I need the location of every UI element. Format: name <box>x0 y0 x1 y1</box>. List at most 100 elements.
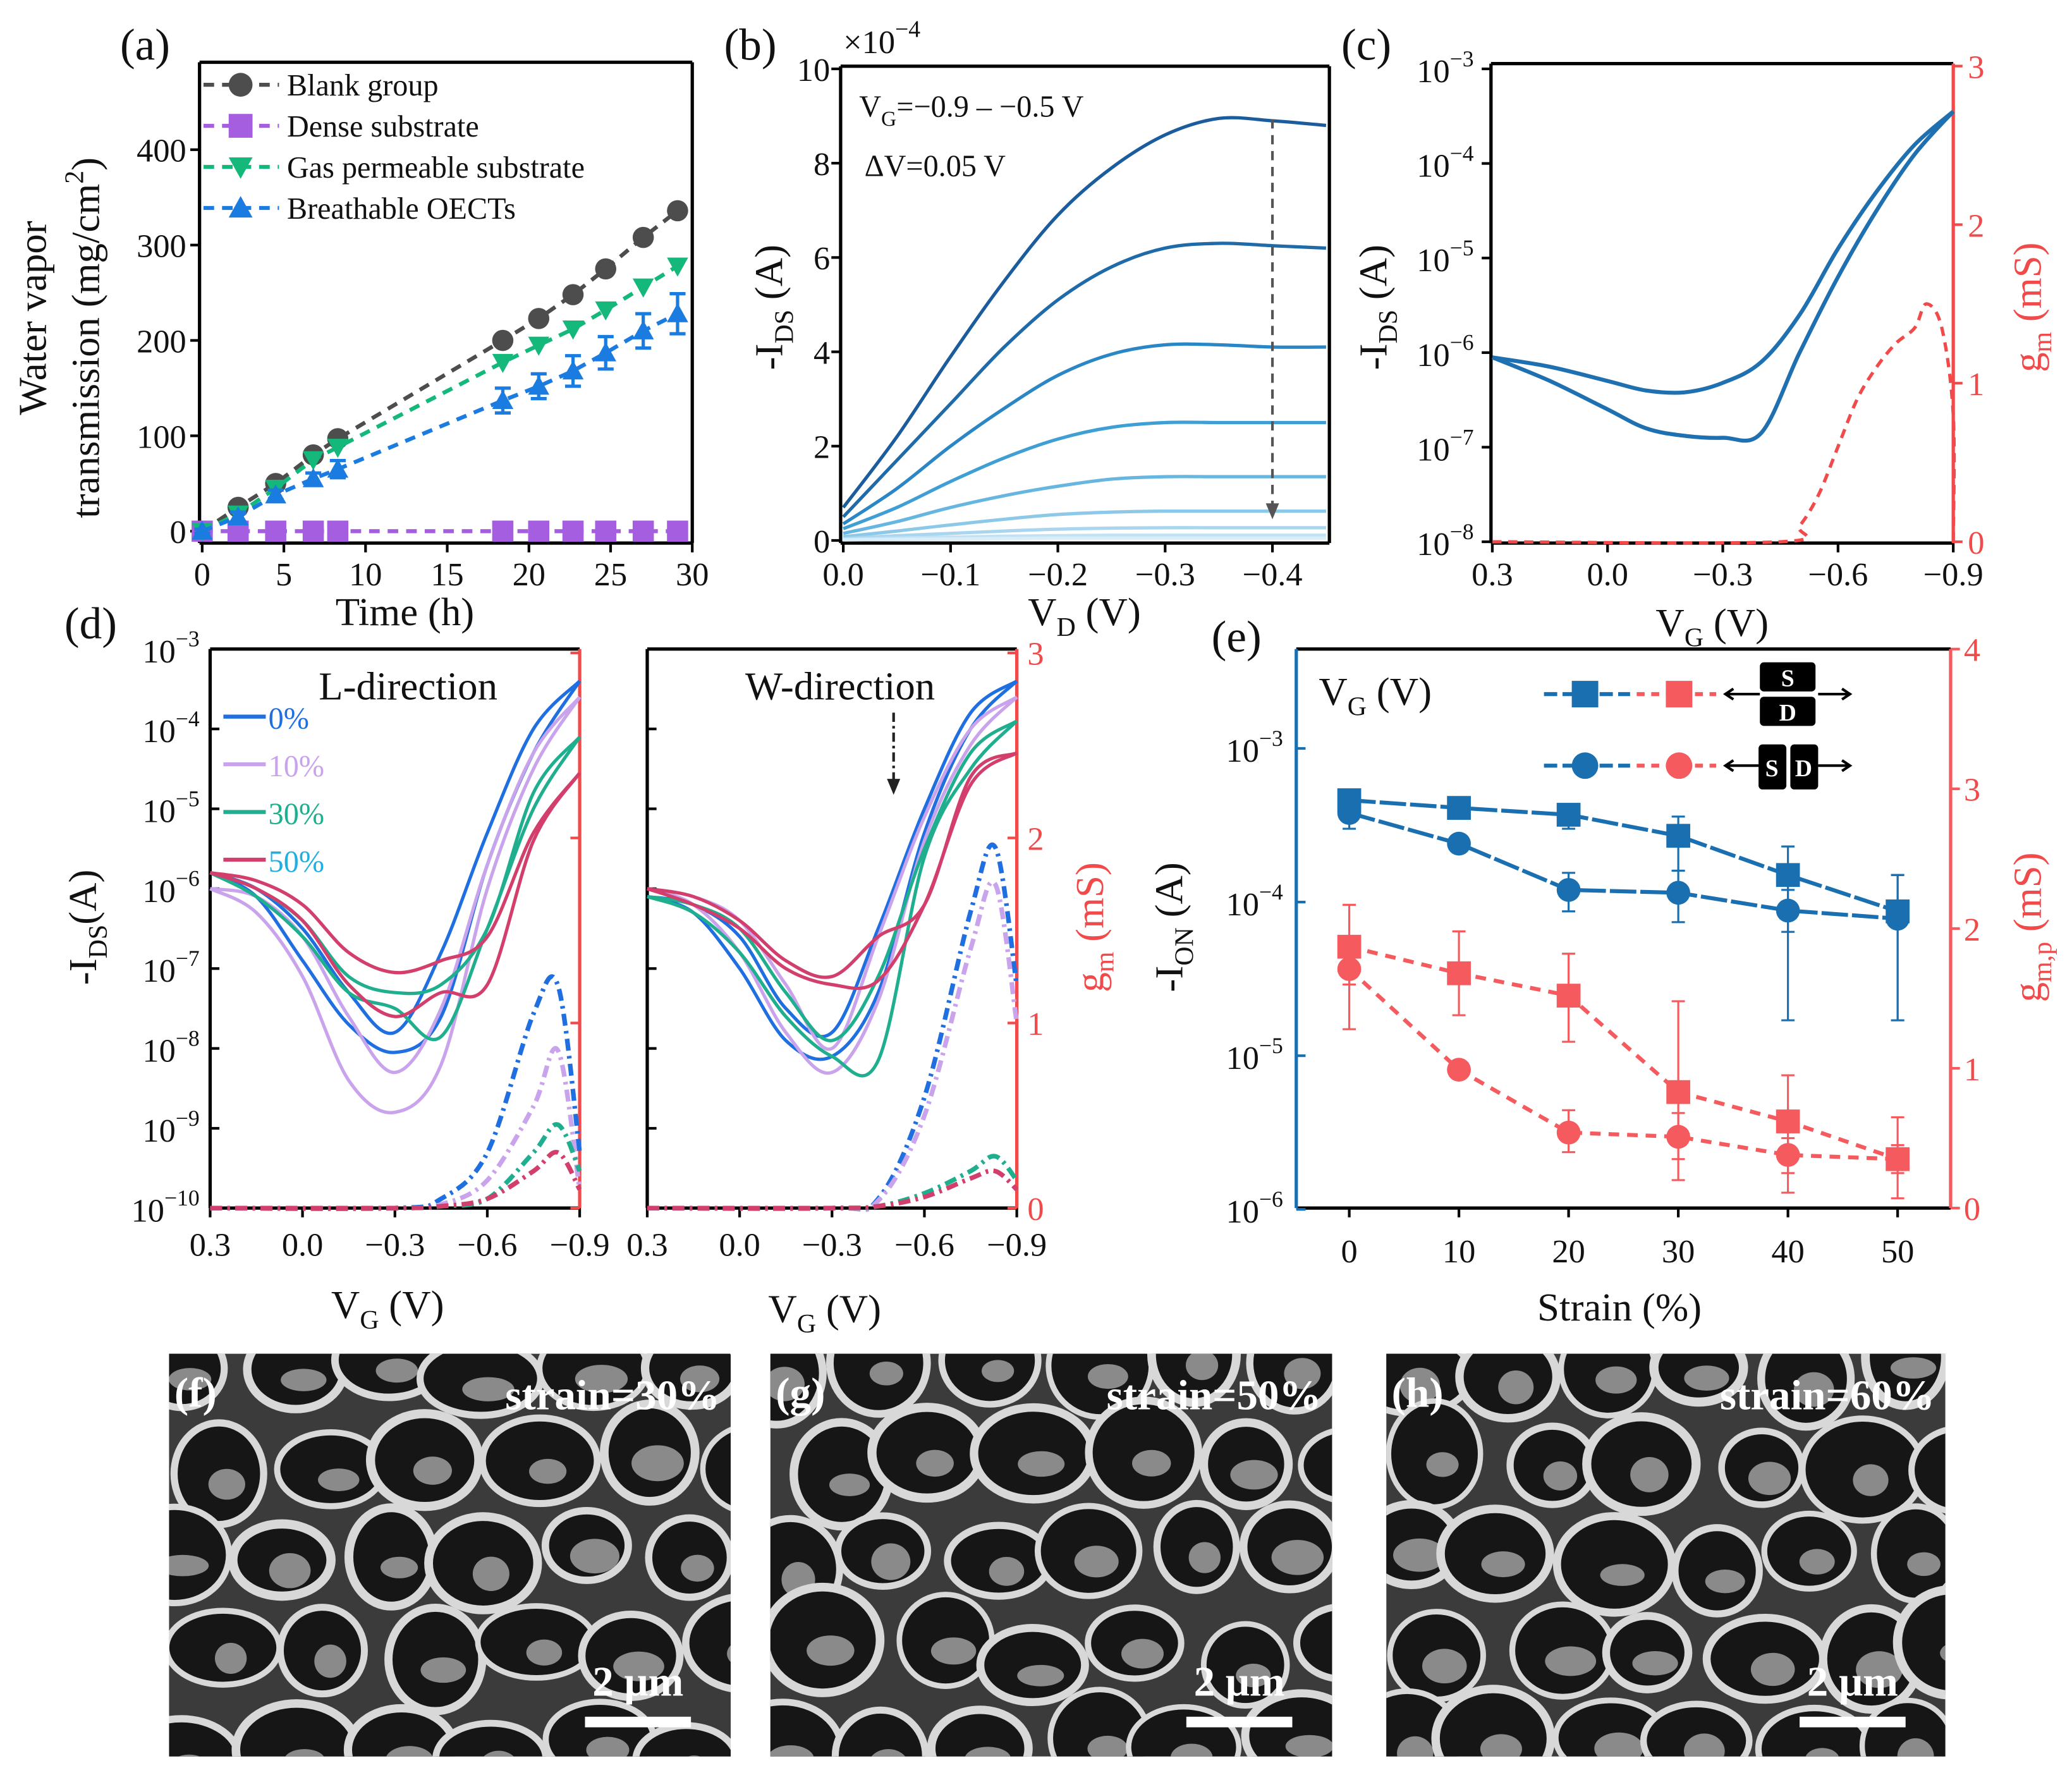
tick-label-base: 10 <box>142 873 175 910</box>
y-axis-title-sup: 2 <box>60 171 89 184</box>
series-line <box>1348 944 1899 1161</box>
y-tick-label: 400 <box>137 133 186 169</box>
fiber <box>1284 1358 1321 1389</box>
legend-label: 10% <box>269 750 324 783</box>
data-point <box>632 278 654 298</box>
data-point <box>265 484 286 504</box>
fiber <box>1897 1738 1934 1757</box>
tick-label-exp: −5 <box>1259 1033 1283 1058</box>
fiber <box>1185 1353 1219 1381</box>
y2t-unit: (mS) <box>2005 852 2049 941</box>
data-point <box>302 520 324 542</box>
pore <box>927 1705 1033 1757</box>
fiber <box>871 1749 906 1757</box>
y-tick-label: 10−5 <box>1417 235 1473 279</box>
top-axis-title: VG (V) <box>1319 669 1432 722</box>
fiber <box>570 1539 619 1574</box>
y2t-sub: m,p <box>2028 942 2057 982</box>
data-point <box>227 506 249 526</box>
yt-sub: DS <box>84 925 113 959</box>
arrow-head-icon <box>887 779 901 795</box>
y-axis-title-line2: transmission (mg/cm2) <box>60 157 107 518</box>
data-point <box>1776 1109 1800 1133</box>
xt-unit: (V) <box>1076 590 1141 634</box>
fiber <box>375 1358 418 1383</box>
data-point <box>562 360 584 380</box>
fiber <box>214 1642 247 1674</box>
data-point <box>1447 961 1471 985</box>
fiber <box>526 1639 563 1666</box>
pore <box>344 1503 439 1611</box>
y-tick-label: 10−6 <box>1417 330 1473 374</box>
output-curve <box>843 536 1326 542</box>
tick-label-base: 10 <box>1226 1193 1259 1230</box>
y2-tick-label: 0 <box>1027 1191 1044 1228</box>
legend-marker <box>228 73 253 97</box>
fiber <box>1600 1564 1645 1586</box>
y-tick-label: 10−7 <box>142 946 199 989</box>
scale-bar-label: 2 μm <box>1807 1657 1898 1705</box>
transfer-curve-forward <box>209 695 582 1075</box>
fiber <box>688 1755 701 1757</box>
tt-main: V <box>1319 669 1347 714</box>
x-tick-label: −0.9 <box>1923 556 1984 593</box>
x-axis-title-left: VG (V) <box>331 1283 444 1335</box>
data-point <box>632 520 654 542</box>
strain-label: strain=60% <box>1720 1372 1935 1419</box>
fiber <box>1799 1549 1835 1575</box>
data-point <box>595 301 616 321</box>
legend-label: Blank group <box>287 69 439 102</box>
sem-panel-label: (h) <box>1392 1369 1444 1416</box>
transconductance-curve <box>647 1168 1019 1211</box>
fiber <box>631 1445 684 1482</box>
legend-label: 30% <box>269 797 324 831</box>
tt-sub: G <box>1348 693 1367 722</box>
yt-main: -I <box>747 344 791 370</box>
tick-label-exp: −4 <box>1450 140 1474 166</box>
y-tick-label: 100 <box>137 418 186 455</box>
fiber <box>1397 1736 1434 1757</box>
data-point <box>492 389 514 410</box>
transconductance-curve <box>210 974 582 1211</box>
y-tick-label: 10−10 <box>131 1185 200 1229</box>
fiber <box>1748 1461 1791 1496</box>
fiber <box>807 1635 855 1666</box>
tick-label-exp: −9 <box>176 1106 200 1131</box>
y-tick-label: 10−6 <box>1226 1186 1283 1230</box>
fiber <box>1543 1461 1578 1491</box>
output-curve <box>843 509 1326 539</box>
x-tick-label: 20 <box>513 556 545 593</box>
annotation-delta-v: ΔV=0.05 V <box>865 150 1006 183</box>
x-axis-title: Strain (%) <box>1537 1285 1702 1329</box>
tick-label-exp: −7 <box>1450 424 1474 449</box>
series-triangle-up: Breathable OECTs <box>192 192 688 540</box>
fiber <box>1947 1463 1986 1499</box>
transconductance-curve <box>647 1154 1019 1211</box>
xt-unit: (V) <box>1703 601 1769 645</box>
fiber <box>586 1736 630 1757</box>
y-tick-label: 10−3 <box>1226 726 1283 769</box>
y2-tick-label: 0 <box>1964 1191 1980 1228</box>
x-tick-label: 0.3 <box>626 1227 667 1264</box>
data-point <box>1447 1058 1471 1082</box>
fiber <box>1853 1464 1889 1496</box>
fiber <box>1907 1552 1941 1577</box>
y2-tick-label: 2 <box>1968 207 1984 244</box>
pore <box>1859 1697 1946 1757</box>
fiber <box>1940 1645 1946 1661</box>
transfer-curve-forward <box>209 772 582 975</box>
y-tick-label: 4 <box>814 334 830 371</box>
y-tick-label: 10−4 <box>1226 879 1283 923</box>
x-axis-title: VD (V) <box>1028 590 1141 642</box>
y-tick-label: 10−5 <box>142 786 199 829</box>
tt-unit: (V) <box>1367 669 1432 714</box>
data-point <box>1556 984 1581 1008</box>
y-tick-label: 0 <box>170 514 186 551</box>
x-tick-label: −0.6 <box>1808 556 1868 593</box>
yt-unit: (A) <box>1147 862 1191 927</box>
data-point <box>667 520 688 542</box>
data-point <box>528 336 550 356</box>
pore <box>831 1706 929 1757</box>
data-point <box>265 520 286 542</box>
y2t-unit: (mS) <box>1068 862 1112 951</box>
